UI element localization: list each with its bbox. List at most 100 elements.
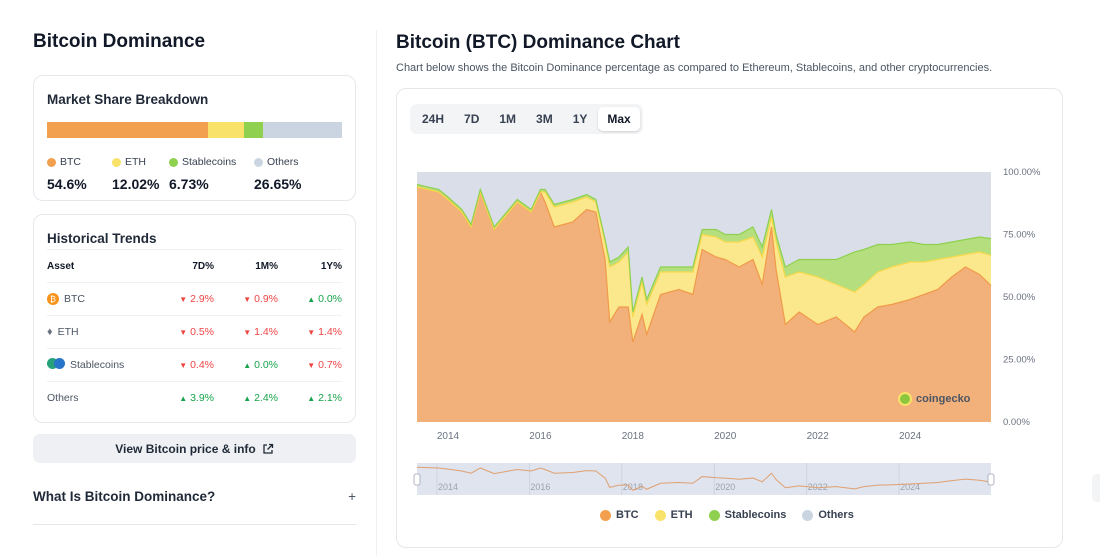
share-segment-eth — [208, 122, 244, 138]
y-tick-label: 25.00% — [1003, 355, 1036, 366]
change-value: 0.7% — [318, 359, 342, 371]
timeframe-tabs: 24H 7D 1M 3M 1Y Max — [410, 104, 643, 134]
y-tick-label: 50.00% — [1003, 292, 1036, 303]
faq-question: What Is Bitcoin Dominance? — [33, 489, 216, 504]
asset-name: Stablecoins — [70, 359, 125, 371]
legend-dot-icon — [600, 509, 611, 521]
y-tick-label: 75.00% — [1003, 230, 1036, 241]
column-divider — [376, 30, 377, 556]
header-7d: 7D% — [192, 260, 214, 272]
chart-title: Bitcoin (BTC) Dominance Chart — [396, 32, 680, 53]
trend-row-others: Others ▲ 3.9% ▲ 2.4% ▲ 2.1% — [47, 381, 342, 414]
historical-trends-title: Historical Trends — [47, 231, 157, 246]
x-tick-label: 2018 — [622, 431, 645, 442]
legend-label: ETH — [670, 509, 693, 521]
legend-dot-icon — [254, 157, 263, 167]
asset-cell: Others — [47, 392, 150, 404]
x-tick-label: 2024 — [899, 431, 922, 442]
navigator-tick-label: 2014 — [438, 482, 458, 492]
change-value: 0.0% — [254, 359, 278, 371]
y-tick-label: 0.00% — [1003, 417, 1030, 428]
share-value-others: 26.65% — [254, 176, 302, 192]
change-y1: ▼ 1.4% — [278, 326, 342, 338]
chart-legend-eth[interactable]: ETH — [654, 509, 693, 521]
header-asset: Asset — [47, 260, 75, 272]
y-tick-label: 100.00% — [1003, 167, 1041, 178]
legend-dot-icon — [112, 157, 121, 167]
area-btc — [417, 187, 991, 422]
header-1m: 1M% — [255, 260, 278, 272]
tab-3m[interactable]: 3M — [536, 112, 553, 126]
triangle-down-icon: ▼ — [179, 328, 188, 337]
legend-dot-icon — [654, 509, 666, 521]
tab-1m[interactable]: 1M — [499, 112, 517, 126]
faq-what-is-dominance[interactable]: What Is Bitcoin Dominance? + — [33, 489, 356, 504]
triangle-down-icon: ▼ — [307, 328, 316, 337]
share-segment-stablecoins — [243, 122, 264, 138]
external-link-icon — [263, 443, 273, 454]
market-share-title: Market Share Breakdown — [47, 92, 209, 107]
navigator-right-handle[interactable] — [987, 473, 995, 486]
chart-legend-stablecoins[interactable]: Stablecoins — [708, 509, 786, 521]
asset-name: ETH — [57, 326, 79, 338]
chart-legend: BTC ETH Stablecoins Others — [600, 509, 854, 521]
x-tick-label: 2016 — [529, 431, 552, 442]
asset-cell: Stablecoins — [47, 358, 150, 372]
bitcoin-icon: ₿ — [47, 293, 59, 306]
legend-dot-icon — [169, 157, 178, 167]
change-value: 1.4% — [318, 326, 342, 338]
navigator-window — [417, 463, 991, 495]
change-m1: ▼ 0.9% — [214, 293, 278, 305]
area-eth — [417, 187, 991, 342]
tab-24h[interactable]: 24H — [422, 112, 445, 126]
stablecoins-icon — [47, 358, 65, 372]
change-y1: ▲ 2.1% — [278, 392, 342, 404]
triangle-down-icon: ▼ — [179, 295, 188, 304]
chart-legend-btc[interactable]: BTC — [600, 509, 639, 521]
change-value: 2.9% — [190, 293, 214, 305]
tab-max[interactable]: Max — [598, 107, 640, 131]
triangle-up-icon: ▲ — [307, 295, 316, 304]
legend-label: Others — [818, 509, 854, 521]
change-value: 0.9% — [254, 293, 278, 305]
share-value-eth: 12.02% — [112, 176, 160, 192]
change-d7: ▼ 2.9% — [150, 293, 214, 305]
watermark-text: coingecko — [916, 393, 971, 405]
chart-subtitle: Chart below shows the Bitcoin Dominance … — [396, 62, 993, 74]
tab-7d[interactable]: 7D — [464, 112, 480, 126]
share-value-stablecoins: 6.73% — [169, 176, 209, 192]
navigator-btc-line — [416, 466, 992, 491]
historical-trends-card: Historical Trends Asset 7D% 1M% 1Y% ₿ BTC… — [33, 214, 356, 423]
tab-1y[interactable]: 1Y — [572, 112, 588, 126]
triangle-down-icon: ▼ — [243, 295, 252, 304]
header-1y: 1Y% — [320, 260, 342, 272]
legend-btc: BTC — [47, 156, 81, 168]
change-m1: ▲ 0.0% — [214, 359, 278, 371]
change-value: 2.1% — [318, 392, 342, 404]
chart-legend-others[interactable]: Others — [802, 509, 854, 521]
triangle-up-icon: ▲ — [243, 394, 252, 403]
change-value: 2.4% — [254, 392, 278, 404]
navigator-left-handle[interactable] — [413, 473, 421, 486]
line-stablecoins — [416, 183, 992, 313]
asset-name: Others — [47, 392, 79, 404]
line-eth — [416, 186, 992, 318]
change-d7: ▼ 0.4% — [150, 359, 214, 371]
x-tick-label: 2022 — [807, 431, 830, 442]
legend-label: BTC — [60, 156, 81, 168]
triangle-up-icon: ▲ — [243, 361, 252, 370]
change-m1: ▲ 2.4% — [214, 392, 278, 404]
side-scroll-button[interactable] — [1092, 474, 1100, 502]
change-d7: ▼ 0.5% — [150, 326, 214, 338]
change-value: 3.9% — [190, 392, 214, 404]
triangle-down-icon: ▼ — [179, 361, 188, 370]
view-bitcoin-price-button[interactable]: View Bitcoin price & info — [33, 434, 356, 463]
navigator-tick-label: 2022 — [808, 482, 828, 492]
legend-dot-icon — [47, 157, 56, 167]
area-stablecoins — [417, 184, 991, 317]
x-tick-label: 2014 — [437, 431, 460, 442]
legend-others: Others — [254, 156, 299, 168]
change-y1: ▼ 0.7% — [278, 359, 342, 371]
change-value: 0.5% — [190, 326, 214, 338]
